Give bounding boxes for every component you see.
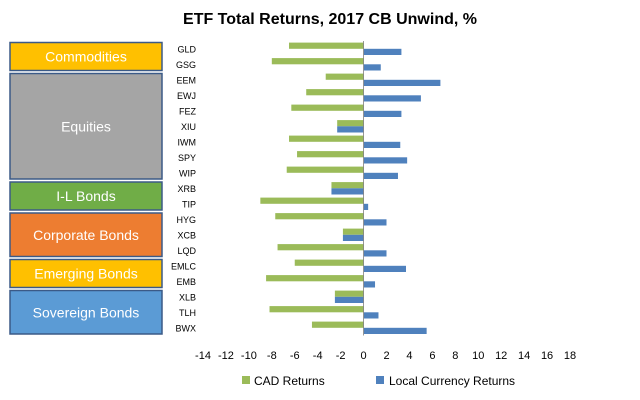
category-label-xlb: XLB <box>179 292 196 302</box>
bar-local-tlh <box>363 312 379 319</box>
bar-local-ewj <box>363 95 421 102</box>
bar-cad-lqd <box>277 244 364 251</box>
category-label-xiu: XIU <box>181 122 196 132</box>
group-label: Sovereign Bonds <box>33 304 140 320</box>
legend-label-1: CAD Returns <box>254 374 325 388</box>
bar-local-xcb <box>342 234 364 241</box>
chart-title: ETF Total Returns, 2017 CB Unwind, % <box>183 11 477 28</box>
bar-local-xrb <box>331 188 364 195</box>
category-label-fez: FEZ <box>179 106 197 116</box>
x-tick-label: -4 <box>313 350 323 362</box>
bar-cad-emlc <box>294 259 364 266</box>
category-label-ewj: EWJ <box>177 91 196 101</box>
bar-cad-hyg <box>275 213 364 220</box>
group-box-3 <box>9 181 163 211</box>
x-tick-label: 0 <box>361 350 367 362</box>
group-box-5 <box>9 258 163 289</box>
x-tick-label: -2 <box>336 350 346 362</box>
bar-cad-ewj <box>306 89 364 96</box>
bar-cad-tlh <box>269 306 364 313</box>
legend-swatch-1 <box>242 376 250 384</box>
bar-cad-xrb <box>331 182 364 189</box>
bar-cad-emb <box>266 275 364 282</box>
group-label: Commodities <box>45 49 127 65</box>
x-tick-label: 18 <box>564 350 576 362</box>
x-tick-label: 16 <box>541 350 553 362</box>
bar-local-tip <box>363 203 369 210</box>
bar-cad-gld <box>289 42 364 49</box>
bar-local-hyg <box>363 219 387 226</box>
bar-cad-fez <box>291 104 364 111</box>
category-label-eem: EEM <box>176 75 196 85</box>
bar-cad-tip <box>260 197 364 204</box>
category-label-hyg: HYG <box>176 215 196 225</box>
group-box-6 <box>9 289 163 335</box>
category-label-xcb: XCB <box>177 230 196 240</box>
bar-cad-gsg <box>271 58 364 65</box>
x-tick-label: 2 <box>383 350 389 362</box>
x-tick-label: -12 <box>218 350 234 362</box>
bars <box>260 42 441 334</box>
category-label-emlc: EMLC <box>171 261 197 271</box>
category-label-tlh: TLH <box>179 308 196 318</box>
bar-local-bwx <box>363 327 427 334</box>
bar-local-eem <box>363 79 441 86</box>
x-tick-label: 6 <box>429 350 435 362</box>
bar-local-spy <box>363 157 408 164</box>
category-label-spy: SPY <box>178 153 196 163</box>
legend-label-2: Local Currency Returns <box>389 374 515 388</box>
bar-local-lqd <box>363 250 387 257</box>
legend: CAD Returns Local Currency Returns <box>242 374 515 388</box>
group-box-4 <box>9 212 163 258</box>
x-tick-label: 4 <box>406 350 412 362</box>
category-label-emb: EMB <box>176 277 196 287</box>
x-tick-label: -6 <box>290 350 300 362</box>
bar-local-gsg <box>363 64 381 71</box>
bar-local-fez <box>363 110 402 117</box>
bar-local-iwm <box>363 141 401 148</box>
category-label-lqd: LQD <box>177 246 196 256</box>
bar-local-xiu <box>337 126 364 133</box>
legend-swatch-2 <box>376 376 384 384</box>
category-label-bwx: BWX <box>175 323 196 333</box>
category-label-wip: WIP <box>179 168 196 178</box>
x-tick-label: -10 <box>241 350 257 362</box>
x-tick-label: -14 <box>195 350 211 362</box>
group-box-1 <box>9 41 163 72</box>
category-label-iwm: IWM <box>178 137 197 147</box>
bar-local-emlc <box>363 265 406 272</box>
bar-cad-xcb <box>342 228 364 235</box>
bar-cad-wip <box>286 166 364 173</box>
group-box-2 <box>9 72 163 180</box>
group-label: Emerging Bonds <box>34 266 138 282</box>
bar-cad-bwx <box>311 321 364 328</box>
bar-cad-spy <box>297 151 364 158</box>
group-label: Equities <box>61 118 111 134</box>
x-tick-label: 8 <box>452 350 458 362</box>
bar-local-emb <box>363 281 376 288</box>
bar-local-gld <box>363 48 402 55</box>
x-tick-label: -8 <box>267 350 277 362</box>
group-label: Corporate Bonds <box>33 227 139 243</box>
x-tick-label: 12 <box>495 350 507 362</box>
x-axis: -14 -12 -10 -8 -6 -4 -2 0 2 4 6 8 10 12 14 16 18 <box>195 41 576 362</box>
x-tick-label: 14 <box>518 350 530 362</box>
bar-local-xlb <box>334 296 364 303</box>
category-label-tip: TIP <box>182 199 196 209</box>
category-label-xrb: XRB <box>177 184 196 194</box>
category-labels: GLD GSG EEM EWJ FEZ XIU IWM SPY WIP XRB TIP HYG XCB L… <box>171 44 197 333</box>
group-label: I-L Bonds <box>56 188 115 204</box>
bar-cad-eem <box>325 73 364 80</box>
x-tick-label: 10 <box>472 350 484 362</box>
bar-cad-xiu <box>337 120 364 127</box>
asset-class-groups: Commodities Equities I-L Bonds Corporate Bo… <box>9 41 163 335</box>
bar-cad-xlb <box>334 290 364 297</box>
category-label-gld: GLD <box>177 44 196 54</box>
category-label-gsg: GSG <box>176 60 196 70</box>
bar-local-wip <box>363 172 398 179</box>
bar-cad-iwm <box>289 135 364 142</box>
